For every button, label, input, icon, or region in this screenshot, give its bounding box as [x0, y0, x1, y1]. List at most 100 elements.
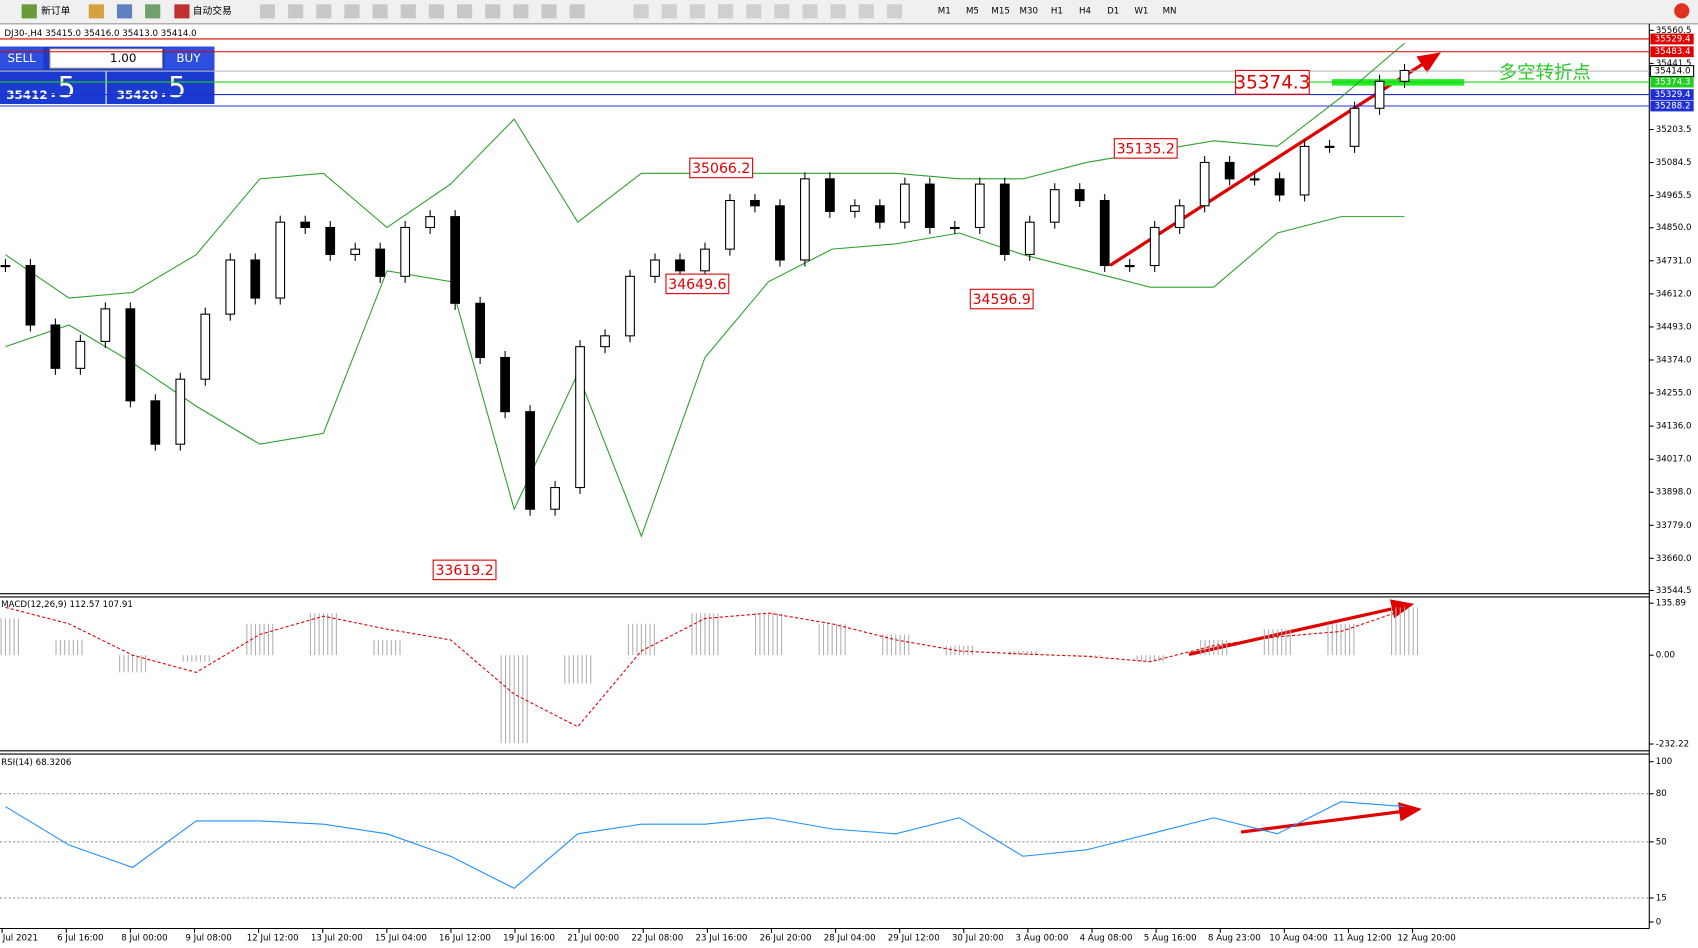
price-label-box [969, 288, 1034, 310]
icon[interactable] [717, 4, 734, 19]
y-tick-label: 34612.0 [1656, 289, 1692, 299]
buy-label[interactable]: BUY [176, 51, 201, 65]
candle [500, 356, 510, 413]
level-tag [1649, 65, 1695, 77]
y-tick-label: 33898.0 [1656, 488, 1692, 498]
y-tick-label: 34731.0 [1656, 256, 1692, 266]
candle [25, 264, 36, 326]
icon[interactable] [88, 4, 104, 19]
alert[interactable] [1674, 3, 1690, 19]
icon[interactable] [344, 4, 360, 19]
icon[interactable] [21, 4, 37, 19]
buy-pips[interactable]: .5 [159, 71, 186, 104]
icon[interactable] [259, 4, 276, 19]
timeframe[interactable]: H1 [1051, 6, 1063, 16]
icon[interactable] [541, 4, 557, 19]
icon[interactable] [858, 4, 874, 19]
y-tick-label: 0.00 [1656, 651, 1675, 661]
x-tick-label: 28 Jul 04:00 [824, 934, 876, 944]
icon[interactable] [485, 4, 501, 19]
icon[interactable] [513, 4, 529, 19]
timeframe[interactable]: M5 [966, 6, 979, 16]
timeframe[interactable]: MN [1163, 6, 1177, 16]
icon[interactable] [689, 4, 705, 19]
y-tick-label: 33544.5 [1656, 586, 1692, 596]
candle [675, 259, 685, 272]
icon[interactable] [886, 4, 903, 19]
auto-trading[interactable]: 自动交易 [193, 4, 232, 17]
level-tag [1650, 100, 1694, 112]
icon[interactable] [316, 4, 332, 19]
toolbar-icons [259, 4, 903, 19]
sell-pips[interactable]: .5 [49, 71, 76, 104]
icon[interactable] [802, 4, 818, 19]
price-label: 35066.2 [692, 161, 750, 177]
macd-arrow [1188, 599, 1415, 656]
icon[interactable] [456, 4, 473, 19]
candle [525, 411, 535, 510]
icon[interactable] [774, 4, 790, 19]
search[interactable] [1646, 2, 1666, 20]
timeframe[interactable]: D1 [1107, 6, 1119, 16]
lot-input[interactable] [49, 48, 163, 69]
candle [400, 226, 411, 277]
price-label-box [689, 157, 754, 179]
level-label: 35374.3 [1655, 78, 1691, 88]
x-tick-label: 22 Jul 08:00 [631, 934, 683, 944]
timeframe[interactable]: W1 [1134, 6, 1148, 16]
icon[interactable] [830, 4, 846, 19]
icon[interactable] [145, 4, 161, 19]
candle [550, 486, 560, 510]
candle [1174, 205, 1185, 229]
sell-label[interactable]: SELL [7, 51, 36, 65]
price-label-box [432, 559, 497, 581]
y-tick-label: 35560.5 [1656, 26, 1692, 36]
icon[interactable] [116, 4, 133, 19]
candle [1224, 161, 1235, 180]
timeframe[interactable]: M15 [991, 6, 1009, 16]
icon[interactable] [288, 4, 304, 19]
new-order[interactable]: 新订单 [41, 4, 70, 17]
timeframe[interactable]: H4 [1079, 6, 1092, 16]
icon[interactable] [633, 4, 649, 19]
candle [1199, 161, 1210, 207]
x-tick-label: 9 Jul 08:00 [185, 934, 231, 944]
icon[interactable] [372, 4, 388, 19]
x-tick-label: 6 Jul 16:00 [57, 934, 103, 944]
rsi-arrow [1240, 802, 1422, 834]
x-tick-label: 15 Jul 04:00 [375, 934, 427, 944]
icon[interactable] [400, 4, 416, 19]
icon[interactable] [428, 4, 444, 19]
x-tick-label: 23 Jul 16:00 [695, 934, 747, 944]
timeframe[interactable]: M1 [938, 6, 951, 16]
candle [825, 178, 835, 212]
candle [1049, 189, 1060, 223]
timeframe[interactable]: M30 [1020, 6, 1038, 16]
candle [200, 313, 211, 380]
level-label: 35529.4 [1655, 34, 1691, 44]
icon[interactable] [661, 4, 677, 19]
level-tag [1650, 33, 1694, 45]
level-tag [1650, 89, 1694, 100]
candle [924, 183, 935, 229]
icon[interactable] [569, 4, 585, 19]
x-tick-label: 4 Aug 08:00 [1080, 934, 1133, 944]
y-tick-label: 33660.0 [1656, 554, 1692, 564]
x-tick-label: 12 Aug 20:00 [1397, 934, 1455, 944]
candle [150, 400, 161, 445]
candle [1374, 80, 1385, 109]
x-tick-label: 11 Aug 12:00 [1333, 934, 1391, 944]
chart-header: DJ30-,H4 35415.0 35416.0 35413.0 35414.0 [4, 29, 196, 39]
candle [974, 183, 985, 229]
candle [1124, 264, 1135, 268]
price-label-box [1113, 138, 1178, 159]
icon[interactable] [746, 4, 762, 19]
x-tick-label: 21 Jul 00:00 [567, 934, 619, 944]
lot-value[interactable]: 1.00 [110, 51, 137, 65]
y-tick-label: 50 [1656, 837, 1667, 847]
icon[interactable] [174, 4, 190, 19]
candle [1074, 189, 1085, 202]
y-tick-label: 34136.0 [1656, 422, 1692, 432]
